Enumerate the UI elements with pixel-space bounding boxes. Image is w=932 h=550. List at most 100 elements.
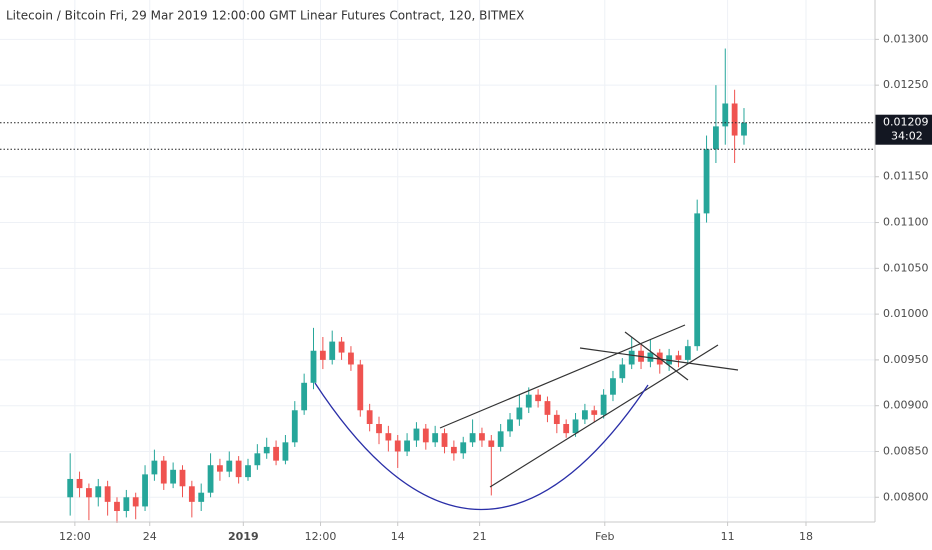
candle-body	[366, 410, 373, 425]
candle-body	[741, 122, 747, 136]
candle-body	[357, 364, 364, 411]
y-tick-label: 0.01300	[883, 32, 929, 45]
candle-body	[226, 460, 233, 472]
candle-body	[245, 465, 251, 478]
candle-body	[254, 453, 261, 466]
x-tick-label: 12:00	[305, 530, 337, 543]
x-tick-label: 21	[473, 530, 487, 543]
y-tick-label: 0.01250	[883, 78, 929, 91]
candle-body	[217, 465, 223, 472]
axes: 0.00800 0.00850 0.00900 0.00950 0.01000 0.010…	[59, 32, 928, 543]
trend-line	[624, 331, 689, 381]
candle-body	[610, 378, 616, 395]
candle-body	[160, 460, 167, 484]
candle-body	[319, 350, 326, 360]
chart-title: Litecoin / Bitcoin Fri, 29 Mar 2019 12:0…	[6, 9, 524, 23]
price-label-box	[875, 114, 932, 145]
candle-body	[703, 149, 710, 214]
candle-body	[123, 497, 130, 512]
candle-body	[291, 410, 298, 443]
candle-body	[713, 126, 719, 150]
x-tick-label: 11	[721, 530, 735, 543]
x-tick-label: 2019	[228, 530, 259, 543]
y-tick-label: 0.01000	[883, 307, 929, 320]
candle-body	[104, 486, 111, 502]
candle-body	[479, 433, 485, 441]
candle-body	[95, 486, 102, 498]
x-tick-label: Feb	[595, 530, 614, 543]
candle-body	[235, 460, 242, 478]
candle-body	[301, 382, 308, 411]
candle-body	[188, 486, 195, 502]
x-tick-label: 12:00	[59, 530, 91, 543]
y-tick-label: 0.01050	[883, 261, 929, 274]
candle-body	[413, 428, 420, 441]
candle-body	[86, 488, 92, 498]
y-tick-label: 0.01150	[883, 170, 929, 183]
candle-body	[469, 433, 476, 443]
candle-body	[581, 410, 588, 420]
candle-body	[422, 428, 429, 443]
candle-body	[132, 497, 139, 507]
y-tick-label: 0.00850	[883, 444, 929, 457]
y-tick-label: 0.00900	[883, 399, 929, 412]
candle-body	[507, 419, 513, 432]
candle-body	[404, 440, 410, 452]
candle-body	[544, 401, 551, 415]
candle-body	[329, 341, 336, 360]
candle-body	[694, 213, 701, 347]
candle-body	[731, 103, 738, 136]
y-tick-label: 0.00950	[883, 353, 929, 366]
candle-body	[516, 407, 523, 420]
candle-body	[497, 431, 504, 447]
candle-body	[525, 394, 532, 408]
candle-body	[67, 478, 74, 498]
trend-line	[489, 344, 719, 488]
candle-body	[310, 350, 317, 383]
candle-body	[263, 446, 270, 454]
candle-body	[385, 433, 392, 441]
candle-body	[619, 364, 626, 379]
candle-body	[273, 446, 279, 461]
candle-body	[600, 394, 607, 415]
candle-body	[553, 414, 560, 425]
cup-curve	[314, 382, 649, 510]
candle-body	[432, 433, 439, 443]
candle-body	[282, 442, 289, 461]
candle-body	[563, 424, 570, 434]
candle-body	[198, 492, 205, 502]
trend-line	[439, 324, 686, 429]
candle-body	[628, 350, 635, 365]
candle-body	[179, 469, 186, 487]
candle-body	[488, 440, 495, 447]
candles	[67, 48, 747, 523]
candle-body	[114, 501, 120, 512]
countdown: 34:02	[891, 130, 923, 143]
candle-body	[535, 394, 542, 402]
grid	[0, 0, 875, 522]
candle-body	[76, 478, 83, 489]
candle-body	[591, 410, 598, 415]
price-label: 0.01209	[883, 116, 929, 129]
candle-body	[675, 355, 682, 360]
candle-body	[450, 446, 457, 454]
drawings	[314, 324, 739, 510]
candle-body	[348, 352, 354, 365]
candle-body	[394, 440, 401, 452]
candle-body	[460, 442, 467, 454]
candle-body	[647, 352, 654, 362]
trend-line	[579, 347, 739, 371]
candle-body	[441, 433, 448, 447]
candle-body	[684, 346, 691, 360]
candle-body	[151, 460, 158, 475]
x-tick-label: 24	[143, 530, 157, 543]
candle-body	[207, 465, 214, 493]
candle-body	[722, 103, 729, 127]
candle-body	[376, 424, 382, 434]
candle-body	[142, 474, 148, 507]
candle-body	[572, 419, 579, 434]
